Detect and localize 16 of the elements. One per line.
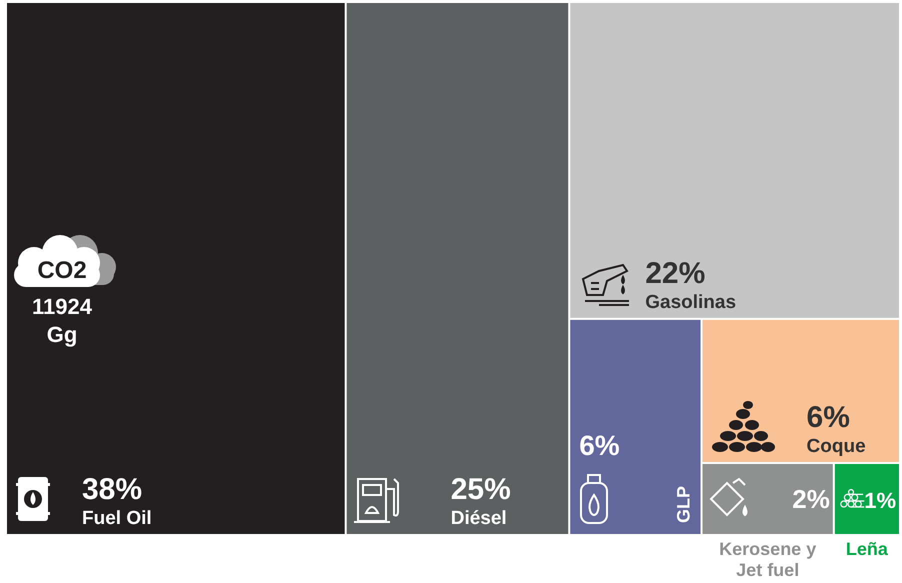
category-label: GLP xyxy=(674,486,694,523)
data-label: 38% xyxy=(82,473,142,506)
data-label: 1% xyxy=(864,488,896,513)
data-label: 2% xyxy=(792,484,830,514)
category-label: Leña xyxy=(846,539,889,559)
text: 11924 Gg xyxy=(31,293,93,350)
category-label: Kerosene y Jet fuel xyxy=(719,539,816,580)
category-label: Gasolinas xyxy=(645,292,736,313)
data-label: 6% xyxy=(806,400,850,434)
data-label: 22% xyxy=(645,256,706,290)
data-label: 6% xyxy=(579,430,620,461)
category-label: Coque xyxy=(806,436,866,457)
category-label: Diésel xyxy=(450,508,507,529)
category-label: Fuel Oil xyxy=(82,508,152,529)
text: CO2 xyxy=(36,257,88,286)
data-label: 25% xyxy=(450,473,511,506)
